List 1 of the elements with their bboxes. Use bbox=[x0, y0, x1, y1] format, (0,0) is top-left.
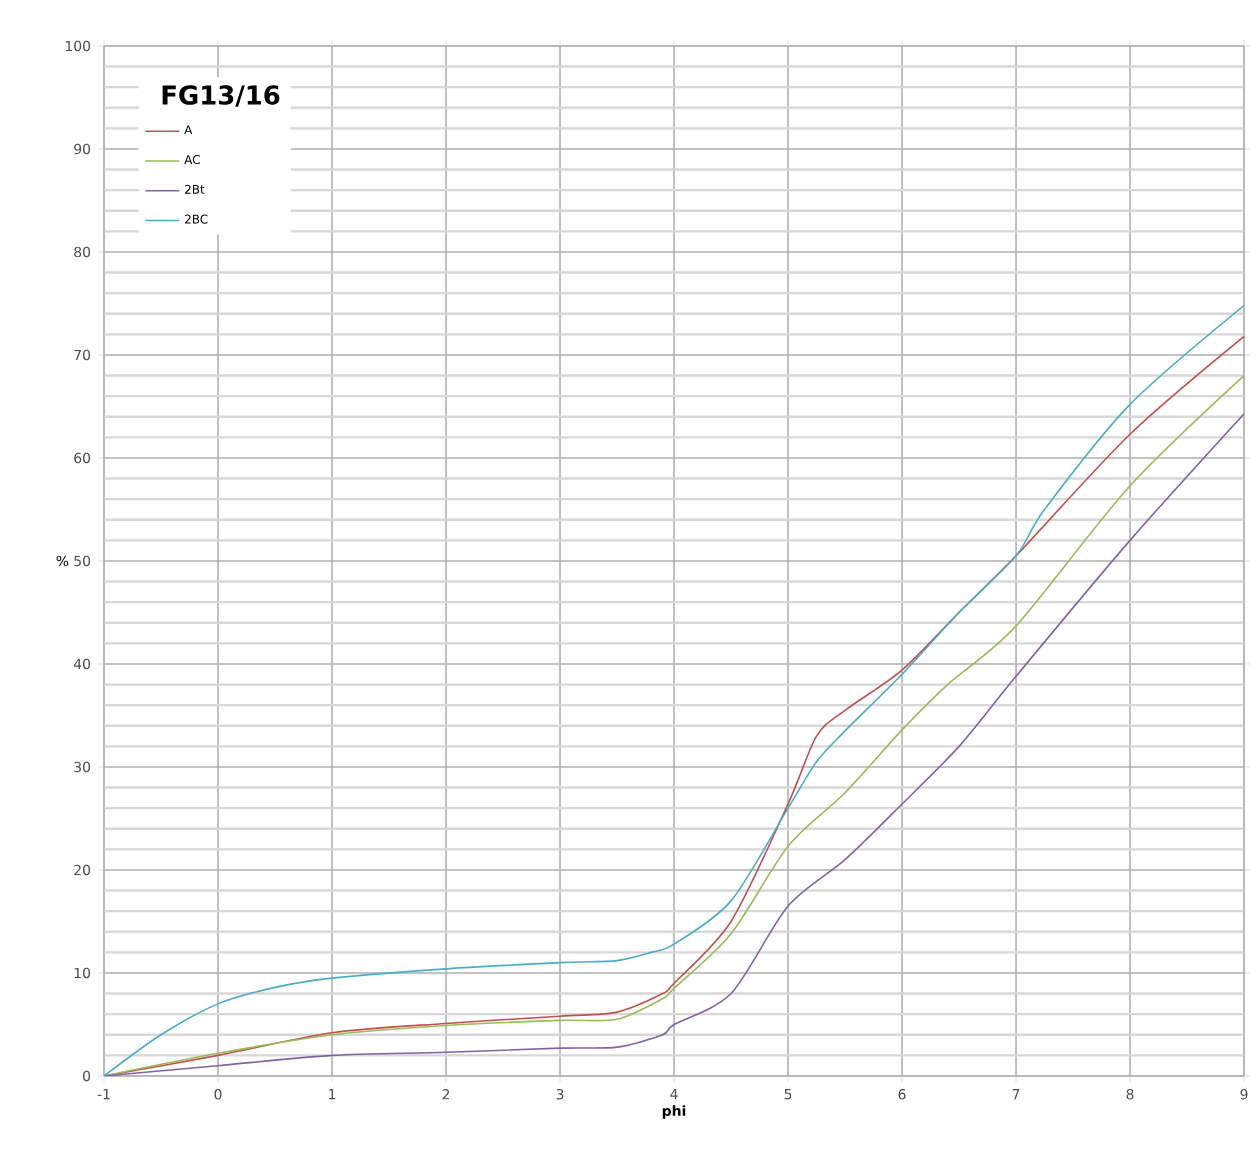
legend-title: FG13/16 bbox=[162, 85, 280, 107]
